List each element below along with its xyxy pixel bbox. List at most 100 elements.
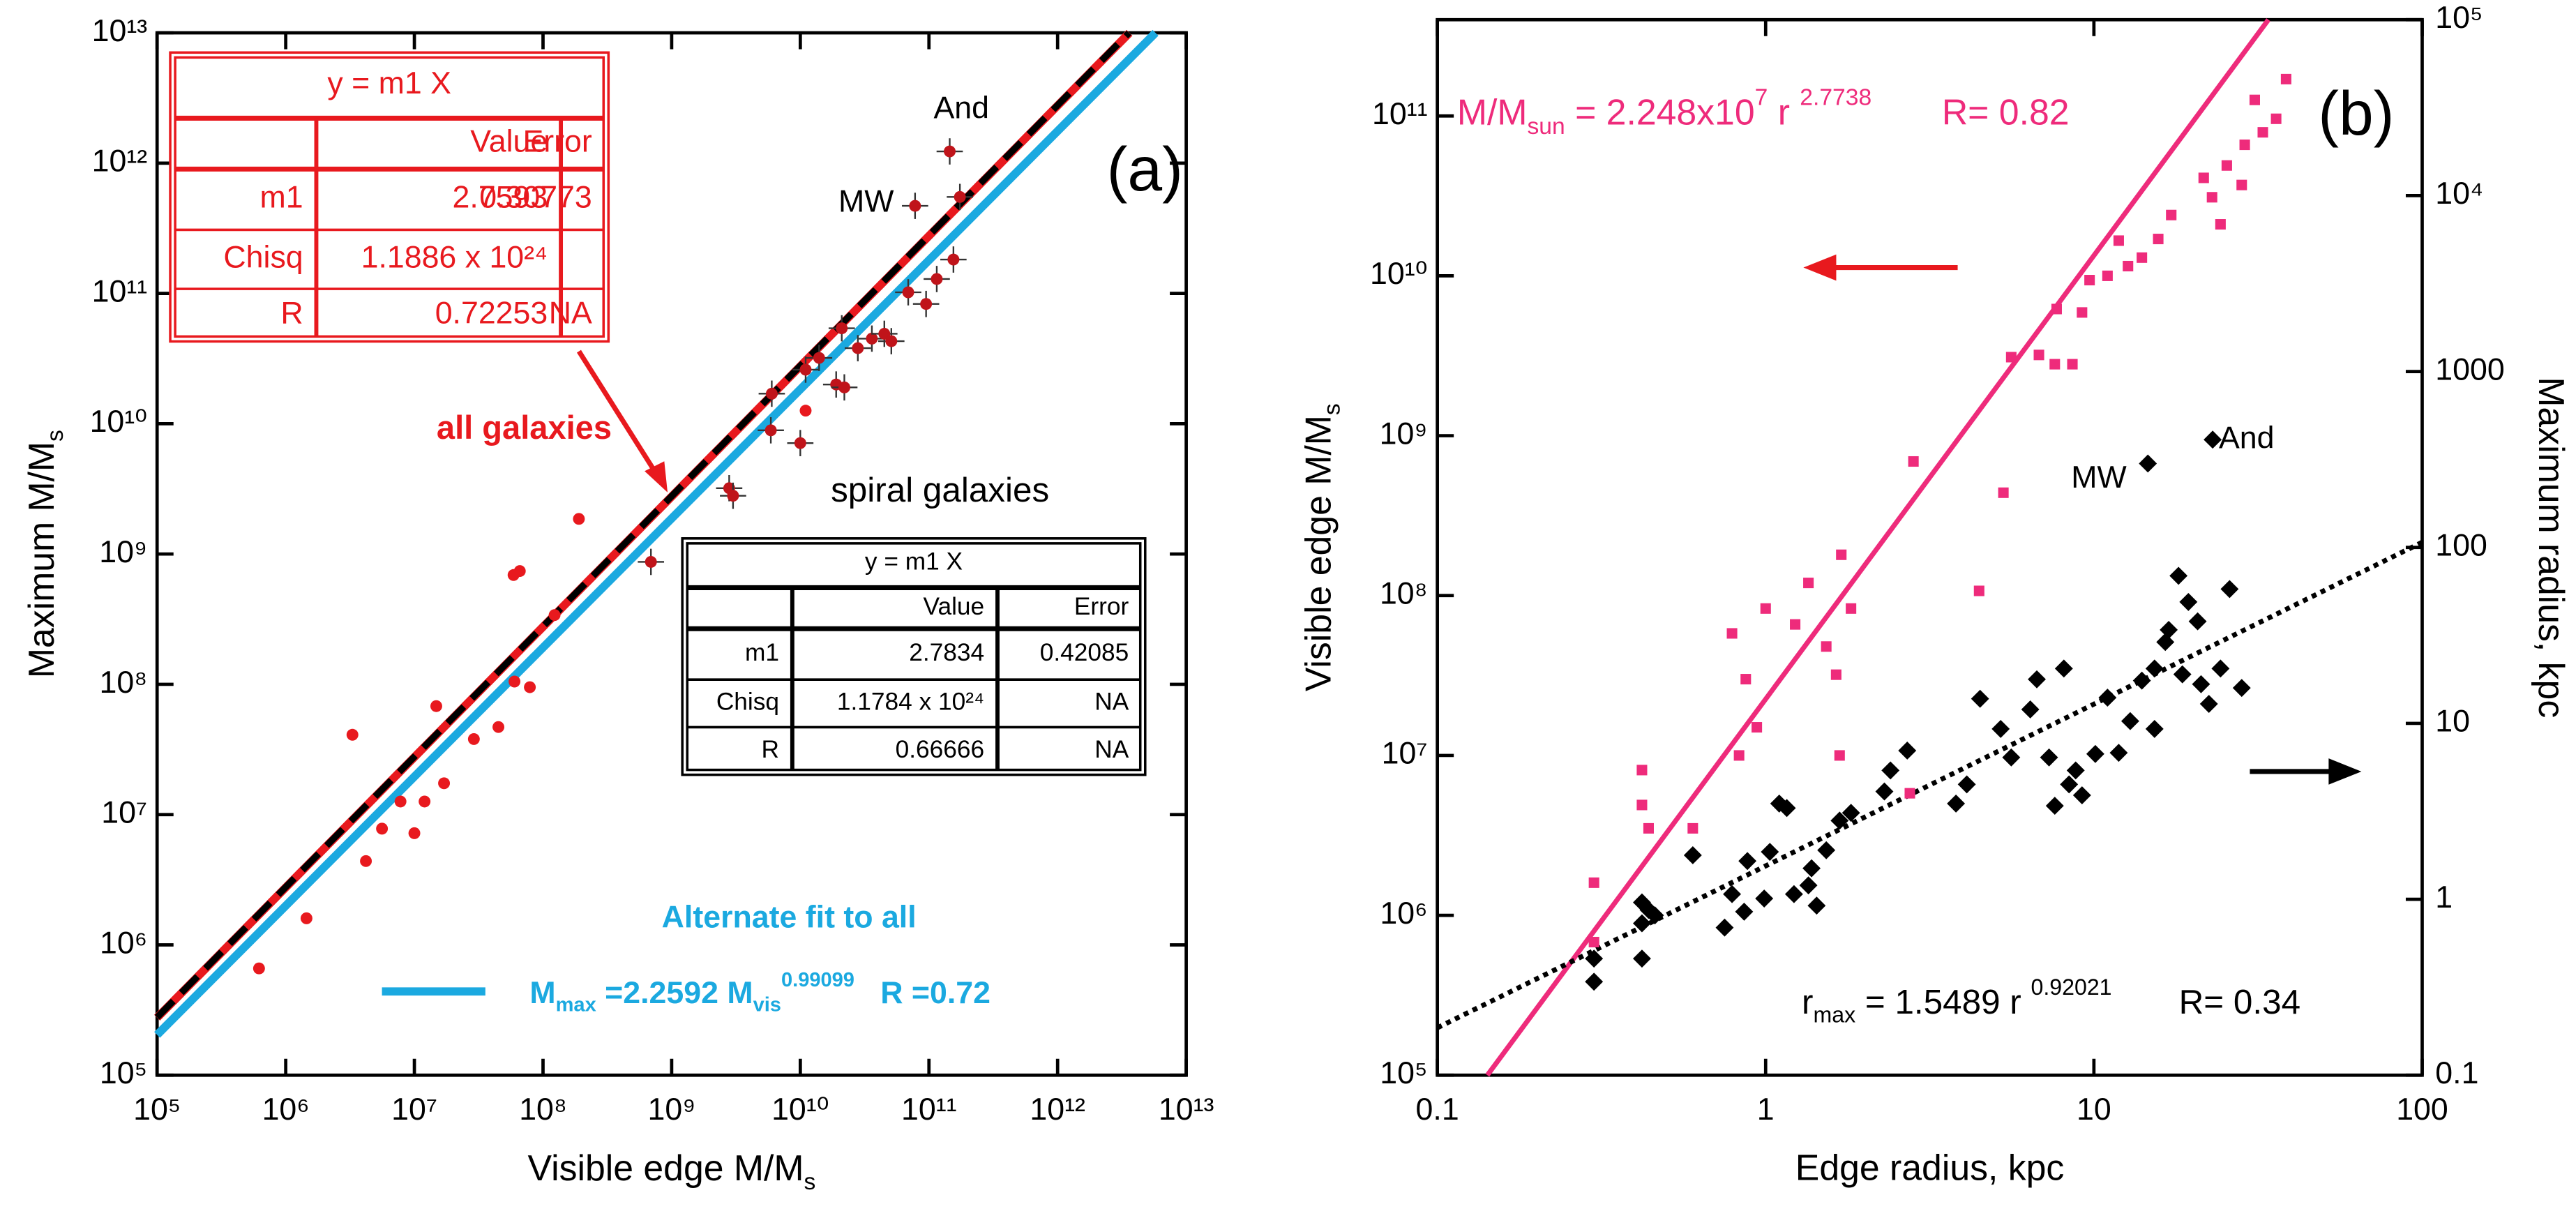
point [1784, 885, 1803, 903]
table-cell: 0.42085 [1040, 639, 1129, 666]
point [2239, 140, 2250, 151]
y-tick-label: 10⁹ [99, 535, 147, 569]
point [1683, 846, 1702, 864]
point [2169, 566, 2188, 585]
marker-dot [838, 381, 850, 393]
point [2257, 127, 2268, 138]
x-axis-label: Edge radius, kpc [1795, 1147, 2064, 1187]
annotation: Alternate fit to all [662, 901, 917, 935]
fit-line [1485, 18, 2270, 1077]
point [2086, 744, 2104, 763]
point [2033, 349, 2044, 361]
point [376, 822, 389, 835]
point [1633, 914, 1651, 933]
x-tick-label: 100 [2396, 1092, 2448, 1127]
x-tick-label: 10¹³ [1159, 1092, 1214, 1127]
point [419, 795, 431, 808]
point [2166, 209, 2177, 220]
point [2179, 592, 2198, 611]
table-border [169, 51, 610, 343]
label-text: R= 0.34 [2112, 983, 2301, 1021]
point [513, 565, 526, 578]
point [1807, 896, 1826, 915]
table-cell: 0.72253 [435, 296, 548, 331]
marker-dot [866, 332, 878, 345]
point [1588, 877, 1599, 888]
point [1799, 876, 1818, 895]
y2-axis-label: Maximum radius, kpc [2531, 377, 2572, 718]
point [2084, 275, 2095, 286]
point [912, 290, 940, 317]
point [346, 728, 359, 741]
point [408, 827, 421, 839]
x-tick-label: 10⁶ [262, 1092, 310, 1127]
point [2139, 454, 2157, 473]
point [1830, 811, 1849, 830]
y2-tick-label: 10⁴ [2435, 176, 2483, 211]
point [787, 430, 814, 457]
marker-dot [764, 424, 777, 437]
point [1875, 782, 1894, 801]
marker-dot [909, 200, 921, 212]
label-sub: s [804, 1169, 815, 1195]
table-header: Error [1074, 593, 1129, 620]
fit-line [154, 29, 1159, 1038]
point [2211, 659, 2230, 678]
point [430, 700, 442, 712]
point [2098, 689, 2117, 707]
point [509, 675, 521, 688]
point [2077, 307, 2088, 318]
point [2153, 234, 2164, 245]
label-sup: 0.99099 [781, 969, 854, 991]
point [2005, 352, 2017, 363]
y-tick-label: 10¹¹ [1372, 97, 1427, 131]
point [2049, 359, 2061, 370]
y-tick-label: 10⁵ [1380, 1056, 1427, 1090]
table-cell: NA [1094, 689, 1129, 716]
point [2232, 679, 2251, 698]
label-text: R= 0.82 [1871, 91, 2069, 132]
annotation: all galaxies [437, 409, 612, 446]
y-tick-label: 10¹³ [92, 14, 148, 48]
point [902, 193, 928, 219]
table-cell: NA [1094, 736, 1129, 763]
table-cell: 2.7593 [453, 181, 548, 215]
fit-label: rmax = 1.5489 r 0.92021 R= 0.34 [1802, 975, 2300, 1028]
point [1821, 641, 1832, 652]
y-tick-label: 10⁸ [100, 666, 148, 700]
point [1740, 674, 1752, 685]
y-axis-label: Visible edge M/Ms [1297, 403, 1345, 691]
point [2137, 252, 2148, 263]
point [1777, 799, 1796, 818]
point [1841, 804, 1860, 822]
point [1973, 585, 1984, 596]
x-tick-label: 10¹¹ [901, 1092, 956, 1127]
marker-dot [799, 363, 812, 376]
arrow-head [645, 461, 668, 493]
point [1760, 603, 1771, 614]
y2-tick-label: 1 [2435, 880, 2453, 915]
point [2051, 303, 2062, 315]
y2-tick-label: 10 [2435, 705, 2470, 739]
point [878, 328, 905, 354]
point [1898, 742, 1917, 760]
point [828, 315, 855, 342]
point [1588, 936, 1599, 948]
point [2280, 73, 2291, 84]
table-cell: NA [549, 296, 592, 331]
point [1908, 456, 1919, 467]
label-text: Visible edge M/M [528, 1147, 804, 1187]
point [1643, 822, 1654, 834]
marker-dot [902, 286, 914, 299]
table-cell: 0.30773 [479, 181, 592, 215]
label-text: r [1768, 91, 1800, 132]
marker-dot [878, 328, 891, 340]
point [1687, 822, 1698, 834]
fit-label: Mmax =2.2592 Mvis0.99099 R =0.72 [529, 969, 991, 1016]
point [859, 325, 885, 352]
table-cell: m1 [745, 639, 779, 666]
marker-dot [852, 342, 864, 354]
y2-tick-label: 100 [2435, 529, 2487, 563]
label-text: M/M [1457, 91, 1528, 132]
point [940, 246, 967, 273]
